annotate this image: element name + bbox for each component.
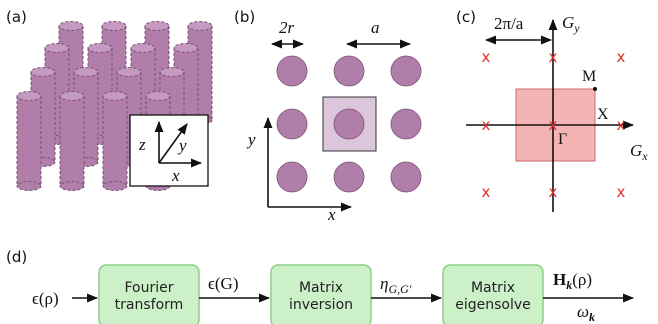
lattice-constant-label: a (371, 18, 380, 37)
fourier-transform-box: Fourier transform (98, 264, 200, 324)
lattice-point-mark: x (482, 48, 491, 66)
panel-b-label: (b) (234, 8, 255, 26)
axis-y-label: y (177, 136, 187, 155)
lattice-point-mark: x (549, 183, 558, 201)
lattice-point-mark: x (482, 183, 491, 201)
lattice-point-mark: x (617, 48, 626, 66)
rod-circle (390, 108, 422, 140)
axes-inset: z y x (129, 114, 209, 187)
x-point-label: X (597, 106, 609, 123)
svg-text:transform: transform (115, 297, 184, 313)
two-r-label: 2r (279, 18, 295, 37)
rod (16, 91, 42, 191)
svg-text:eigensolve: eigensolve (455, 297, 531, 313)
lattice-point-mark: x (617, 183, 626, 201)
svg-text:Matrix: Matrix (299, 280, 343, 296)
m-point-dot (593, 87, 597, 91)
rod-circle (390, 55, 422, 87)
rod-circle (333, 108, 365, 140)
x-axis-label: x (327, 205, 336, 224)
svg-text:Matrix: Matrix (471, 280, 515, 296)
rod-circle (276, 108, 308, 140)
axis-z-label: z (138, 135, 146, 154)
output-label-eigenfrequency: ωk (577, 302, 595, 324)
panel-c-label: (c) (456, 8, 476, 26)
matrix-eigensolve-box: Matrix eigensolve (442, 264, 544, 324)
m-point-label: M (582, 68, 596, 85)
gy-axis-label: Gy (562, 13, 580, 35)
output-label-hamiltonian: Hk(ρ) (553, 270, 592, 292)
rod-circle (390, 161, 422, 193)
edge1-label: ϵ(G) (208, 274, 238, 293)
rod (102, 91, 128, 191)
rod-circle (276, 55, 308, 87)
period-label: 2π/a (494, 14, 524, 33)
axis-x-label: x (171, 166, 180, 185)
y-axis-label: y (246, 130, 256, 149)
input-label: ϵ(ρ) (32, 289, 59, 308)
matrix-inversion-box: Matrix inversion (270, 264, 372, 324)
panel-a-label: (a) (6, 8, 27, 26)
panel-d-label: (d) (6, 248, 27, 266)
rod-circle (333, 55, 365, 87)
lattice-point-mark: x (617, 116, 626, 134)
svg-text:inversion: inversion (289, 297, 353, 313)
rod-circle (333, 161, 365, 193)
edge2-label: ηG,G′ (380, 274, 412, 296)
lattice-point-mark: x (549, 116, 558, 134)
gamma-point-label: Γ (558, 131, 567, 148)
gx-axis-label: Gx (630, 141, 648, 163)
rod-cross-sections (276, 55, 422, 193)
svg-text:Fourier: Fourier (124, 280, 173, 296)
rod (59, 91, 85, 191)
lattice-point-mark: x (482, 116, 491, 134)
reciprocal-lattice-points: x x x x x x x x x (482, 48, 626, 201)
lattice-point-mark: x (549, 48, 558, 66)
rod-circle (276, 161, 308, 193)
